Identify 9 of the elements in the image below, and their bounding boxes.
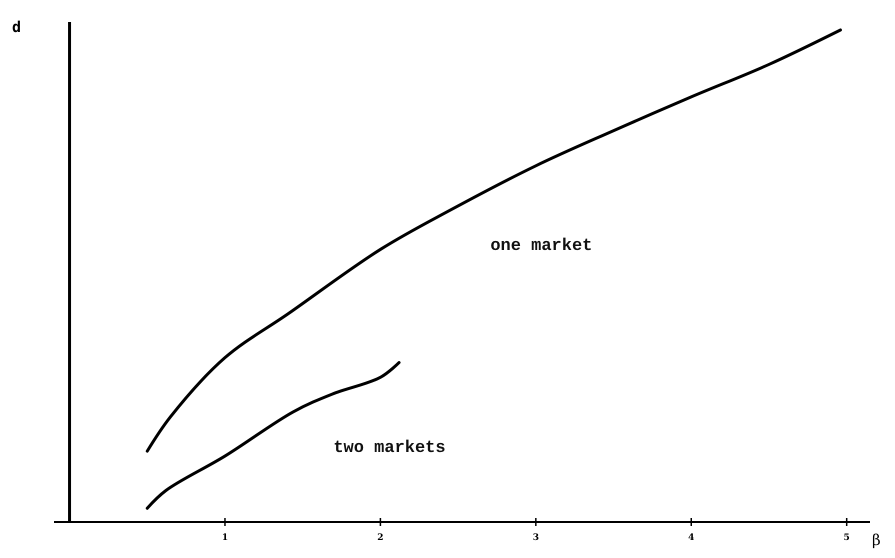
text: two markets [333,438,446,458]
x-tick-label: 5 [844,533,850,543]
x-tick-label: 2 [377,533,384,543]
x-tick-label: 3 [532,533,539,543]
x-tick-label: 4 [688,533,694,543]
x-tick-label: 1 [222,533,228,543]
x-axis-title: β [872,531,881,549]
text: one market [490,237,592,256]
y-axis-title: d [12,18,22,36]
